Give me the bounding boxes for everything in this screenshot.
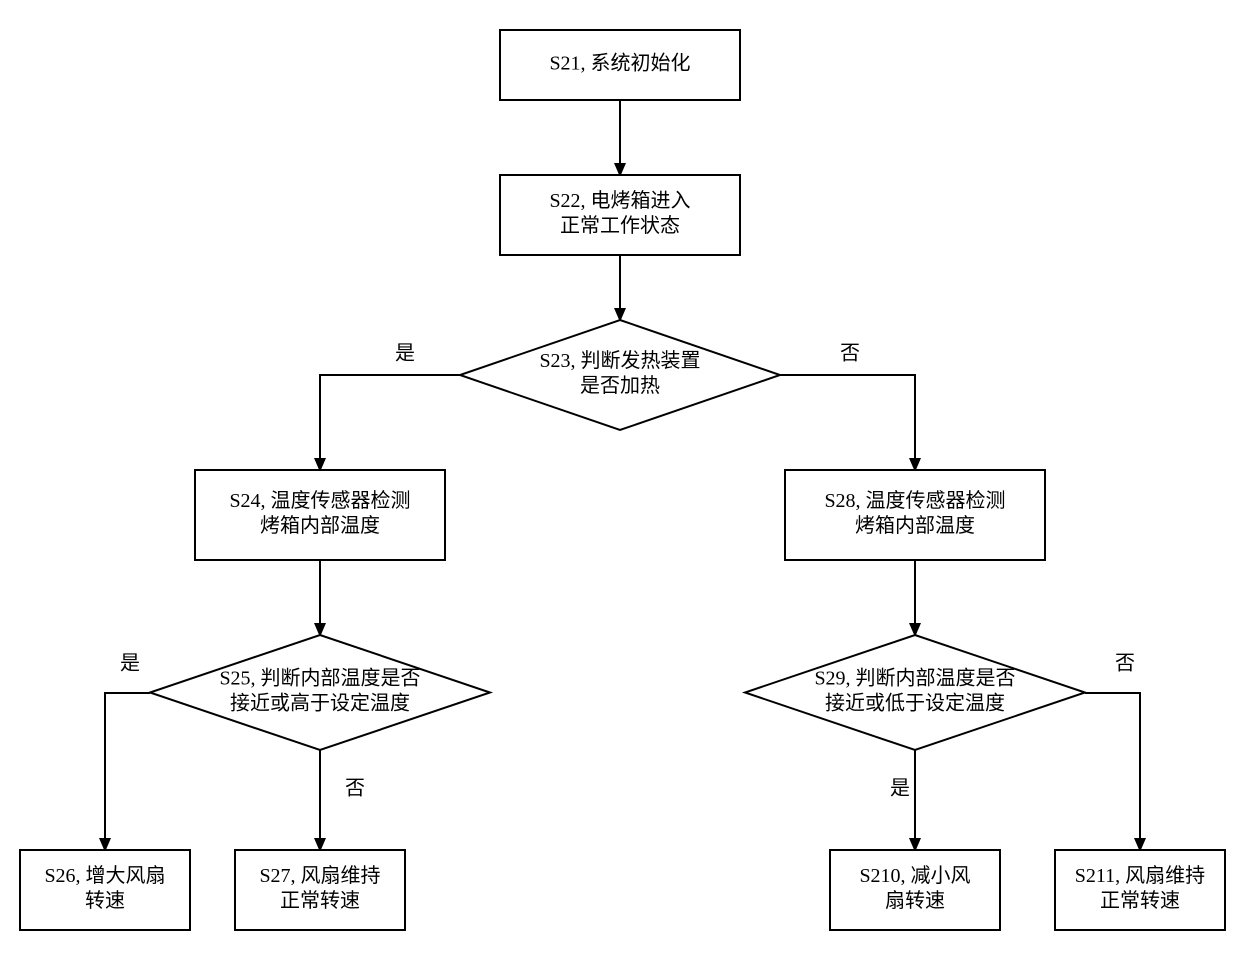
- node-s24-line1: 烤箱内部温度: [260, 514, 380, 537]
- node-s28: S28, 温度传感器检测烤箱内部温度: [785, 470, 1045, 560]
- node-s22-line1: 正常工作状态: [560, 214, 680, 237]
- node-s24: S24, 温度传感器检测烤箱内部温度: [195, 470, 445, 560]
- node-s210: S210, 减小风扇转速: [830, 850, 1000, 930]
- edge-s29-s211: [1085, 693, 1140, 850]
- edge-label-s25-s27: 否: [345, 778, 365, 800]
- node-s29-line1: 接近或低于设定温度: [825, 692, 1005, 715]
- flowchart-svg: 是否是否是否S21, 系统初始化S22, 电烤箱进入正常工作状态S23, 判断发…: [0, 0, 1240, 965]
- node-s28-line0: S28, 温度传感器检测: [824, 489, 1005, 512]
- node-s24-line0: S24, 温度传感器检测: [229, 489, 410, 512]
- node-s23-line1: 是否加热: [580, 374, 660, 397]
- node-s21-line0: S21, 系统初始化: [549, 52, 690, 75]
- node-s28-line1: 烤箱内部温度: [855, 514, 975, 537]
- node-s27-line0: S27, 风扇维持: [259, 864, 380, 887]
- edge-label-s23-s24: 是: [395, 343, 415, 365]
- edge-label-s23-s28: 否: [840, 343, 860, 365]
- edge-label-s25-s26: 是: [120, 653, 140, 675]
- edge-label-s29-s210: 是: [890, 778, 910, 800]
- node-s27-line1: 正常转速: [280, 889, 360, 912]
- node-s210-line1: 扇转速: [885, 889, 945, 912]
- node-s26: S26, 增大风扇转速: [20, 850, 190, 930]
- node-s211: S211, 风扇维持正常转速: [1055, 850, 1225, 930]
- node-s22: S22, 电烤箱进入正常工作状态: [500, 175, 740, 255]
- edge-s25-s26: [105, 693, 150, 850]
- edge-s23-s28: [780, 375, 915, 470]
- node-s29: S29, 判断内部温度是否接近或低于设定温度: [745, 635, 1085, 750]
- edge-s23-s24: [320, 375, 460, 470]
- node-s26-line1: 转速: [85, 889, 125, 912]
- node-s26-line0: S26, 增大风扇: [44, 864, 165, 887]
- edge-label-s29-s211: 否: [1115, 653, 1135, 675]
- node-s211-line1: 正常转速: [1100, 889, 1180, 912]
- node-s23-line0: S23, 判断发热装置: [539, 349, 700, 372]
- node-s29-line0: S29, 判断内部温度是否: [814, 667, 1015, 690]
- node-s27: S27, 风扇维持正常转速: [235, 850, 405, 930]
- node-s210-line0: S210, 减小风: [859, 864, 970, 887]
- node-s23: S23, 判断发热装置是否加热: [460, 320, 780, 430]
- node-s25-line1: 接近或高于设定温度: [230, 692, 410, 715]
- node-s211-line0: S211, 风扇维持: [1075, 864, 1205, 887]
- node-s25: S25, 判断内部温度是否接近或高于设定温度: [150, 635, 490, 750]
- node-s22-line0: S22, 电烤箱进入: [549, 189, 690, 212]
- node-s25-line0: S25, 判断内部温度是否: [219, 667, 420, 690]
- node-s21: S21, 系统初始化: [500, 30, 740, 100]
